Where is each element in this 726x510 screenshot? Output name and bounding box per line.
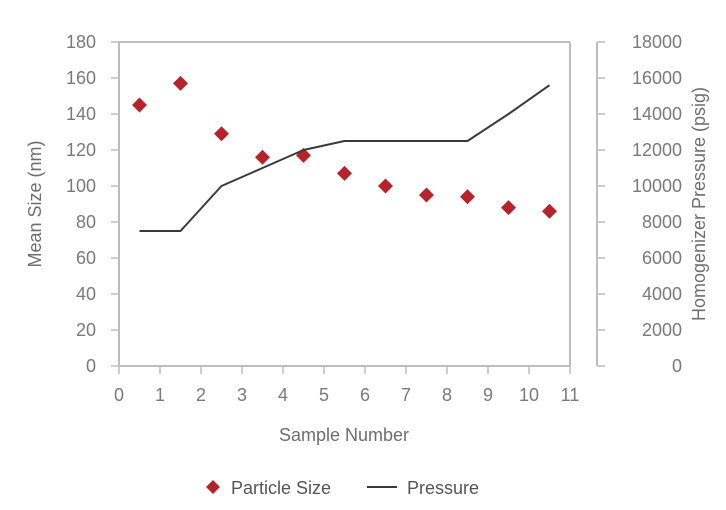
right-y-tick-label: 4000 [642,284,682,304]
x-tick-label: 10 [519,385,539,405]
x-tick-label: 3 [237,385,247,405]
legend-particle-size-label: Particle Size [231,478,331,498]
pressure-line [139,84,551,232]
particle-size-point [419,187,434,203]
right-y-tick-label: 0 [672,356,682,376]
particle-size-point [501,200,516,216]
right-y-axis-title: Homogenizer Pressure (psig) [689,87,709,321]
left-y-tick-label: 140 [66,104,96,124]
axes-group [118,41,598,367]
x-tick-label: 4 [278,385,288,405]
x-axis-title: Sample Number [279,425,409,445]
right-y-tick-label: 6000 [642,248,682,268]
particle-size-point [337,165,352,181]
x-tick-label: 9 [483,385,493,405]
right-y-tick-label: 14000 [632,104,682,124]
legend: Particle Size Pressure [206,478,479,498]
left-y-tick-label: 40 [76,284,96,304]
x-tick-label: 7 [401,385,411,405]
right-y-tick-label: 12000 [632,140,682,160]
left-y-tick-label: 0 [86,356,96,376]
left-y-tick-label: 160 [66,68,96,88]
right-y-tick-label: 8000 [642,212,682,232]
x-tick-label: 2 [196,385,206,405]
plot-group [132,75,557,232]
left-y-tick-label: 180 [66,32,96,52]
particle-size-point [132,97,147,113]
left-y-tick-label: 20 [76,320,96,340]
legend-particle-size-marker [206,480,220,494]
x-tick-label: 11 [561,385,580,405]
left-y-axis-title: Mean Size (nm) [25,140,45,267]
ticks-group: 0 1 2 3 4 5 6 7 8 9 10 11 0 20 40 60 80 100 120 140 160 180 0 2… [66,32,682,405]
x-tick-label: 5 [319,385,329,405]
right-y-tick-label: 16000 [632,68,682,88]
x-tick-label: 8 [442,385,452,405]
particle-size-point [460,189,475,205]
particle-size-point [173,75,188,91]
particle-size-point [214,126,229,142]
x-tick-label: 0 [114,385,124,405]
left-y-tick-label: 100 [66,176,96,196]
legend-pressure-label: Pressure [407,478,479,498]
left-y-tick-label: 120 [66,140,96,160]
right-y-tick-label: 10000 [632,176,682,196]
right-y-tick-label: 18000 [632,32,682,52]
particle-size-point [542,203,557,219]
left-y-tick-label: 80 [76,212,96,232]
x-tick-label: 6 [360,385,370,405]
particle-size-point [255,149,270,165]
left-y-tick-label: 60 [76,248,96,268]
particle-size-point [378,178,393,194]
x-tick-label: 1 [155,385,165,405]
right-y-tick-label: 2000 [642,320,682,340]
